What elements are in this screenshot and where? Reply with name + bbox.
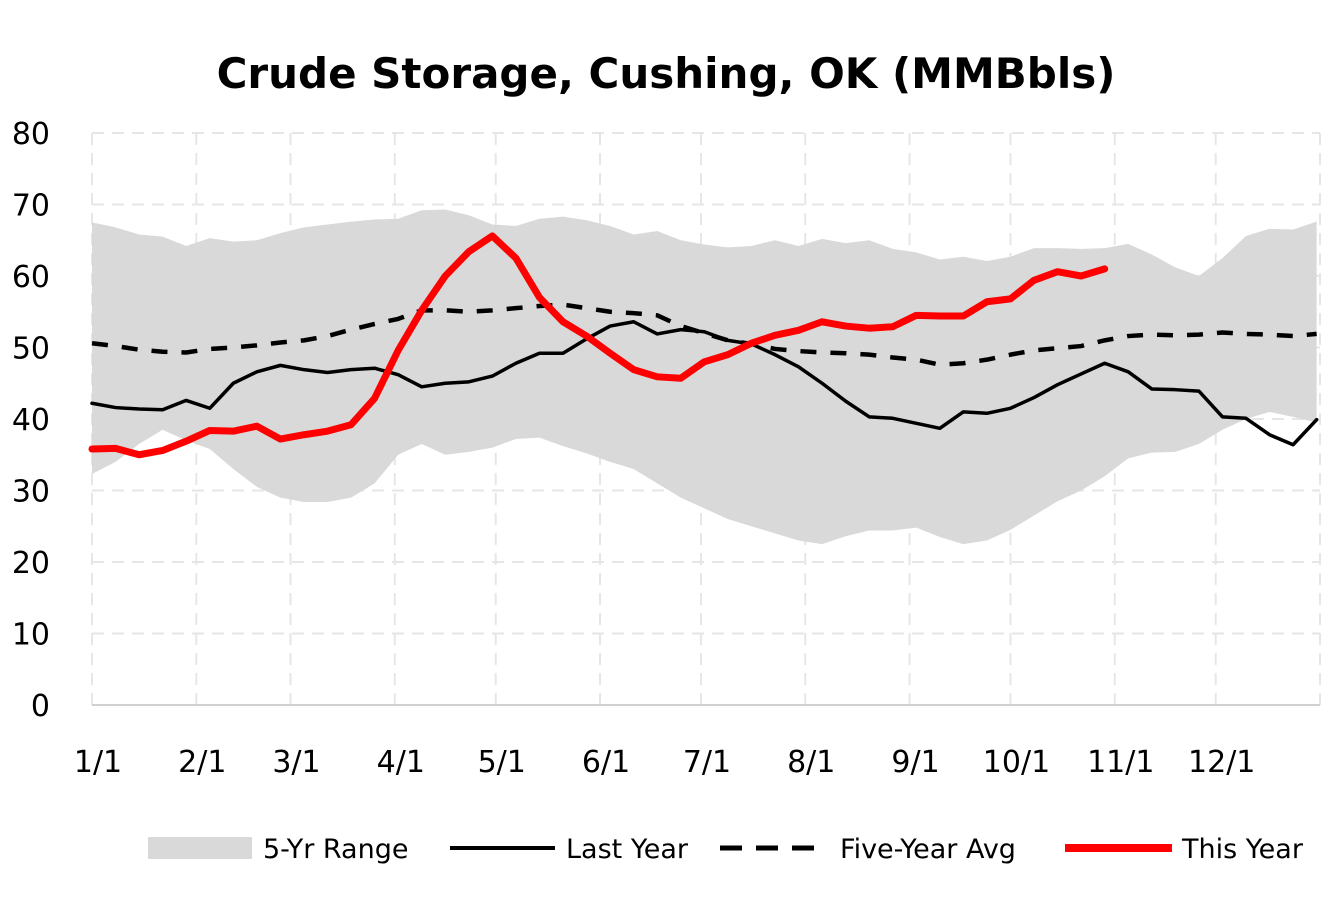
y-tick-label: 20 [12,546,50,581]
legend-label-range: 5-Yr Range [263,834,408,865]
x-tick-label: 4/1 [377,745,425,780]
legend-swatch-range [148,837,252,859]
legend-label-last-year: Last Year [566,834,689,865]
legend: 5-Yr Range Last Year Five-Year Avg This … [148,834,1304,865]
x-tick-label: 2/1 [178,745,226,780]
series-lines [88,232,1319,459]
y-tick-label: 40 [12,403,50,438]
x-tick-label: 12/1 [1188,745,1255,780]
series-line-last-year [90,320,1319,447]
y-tick-label: 0 [31,689,50,724]
x-tick-label: 1/1 [74,745,122,780]
chart-title: Crude Storage, Cushing, OK (MMBbls) [217,49,1116,98]
x-tick-label: 9/1 [891,745,939,780]
series-line-five-year-avg [91,302,1317,367]
y-tick-label: 50 [12,332,50,367]
x-tick-label: 6/1 [582,745,630,780]
y-tick-label: 60 [12,260,50,295]
y-tick-label: 10 [12,618,50,653]
legend-label-this-year: This Year [1181,834,1304,865]
range-area [92,209,1317,545]
x-tick-label: 5/1 [478,745,526,780]
y-axis: 0 10 20 30 40 50 60 70 80 [12,117,50,724]
x-tick-label: 8/1 [787,745,835,780]
x-axis: 1/1 2/1 3/1 4/1 5/1 6/1 7/1 8/1 9/1 10/1 11/1 12/1 [74,745,1256,780]
range-band [92,209,1317,545]
y-tick-label: 80 [12,117,50,152]
x-tick-label: 7/1 [683,745,731,780]
x-tick-label: 11/1 [1087,745,1154,780]
series-line-this-year [88,232,1109,459]
x-tick-label: 10/1 [983,745,1050,780]
y-tick-label: 30 [12,475,50,510]
legend-label-five-year-avg: Five-Year Avg [840,834,1016,865]
x-tick-label: 3/1 [272,745,320,780]
y-tick-label: 70 [12,189,50,224]
